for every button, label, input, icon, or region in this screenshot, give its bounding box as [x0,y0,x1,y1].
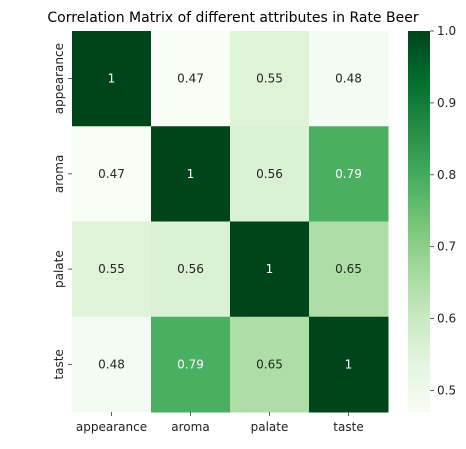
y-tick-label-taste: taste [52,349,66,379]
cell-value-label: 0.48 [335,72,362,86]
colorbar-tick-label: 1.0 [437,24,456,38]
x-tick-label-appearance: appearance [76,420,147,434]
cell-value-label: 1 [345,357,353,371]
colorbar-gradient [408,31,430,412]
heatmap-cell-taste-aroma [151,316,231,413]
cell-value-label: 0.65 [256,357,283,371]
colorbar-ticks: 0.5 0.6 0.7 0.8 0.9 1.0 [430,24,456,397]
cell-value-label: 1 [266,262,274,276]
heatmap-cell-palate-appearance [72,221,152,318]
heatmap-cell-aroma-appearance [72,126,152,222]
heatmap-cell-taste-taste [309,316,389,413]
cell-value-label: 0.79 [177,357,204,371]
heatmap-cell-appearance-taste [309,31,389,127]
heatmap-cell-taste-palate [230,316,310,413]
cell-value-label: 1 [108,72,116,86]
y-tick-label-palate: palate [52,250,66,288]
heatmap-cell-palate-aroma [151,221,231,318]
cell-value-label: 1 [187,167,195,181]
x-tick-label-taste: taste [333,420,363,434]
colorbar: 0.5 0.6 0.7 0.8 0.9 1.0 [408,24,456,412]
heatmap-cell-appearance-palate [230,31,310,127]
y-tick-label-appearance: appearance [52,43,66,114]
heatmap-cell-taste-appearance [72,316,152,413]
heatmap-cell-aroma-aroma [151,126,231,222]
heatmap-cell-appearance-aroma [151,31,231,127]
y-tick-label-aroma: aroma [52,155,66,193]
x-tick-label-aroma: aroma [171,420,209,434]
cell-value-label: 0.56 [256,167,283,181]
x-tick-label-palate: palate [251,420,289,434]
cell-value-label: 0.47 [177,72,204,86]
y-axis: appearance aroma palate taste [52,43,72,380]
heatmap-cell-aroma-palate [230,126,310,222]
colorbar-tick-label: 0.9 [437,96,456,110]
cell-value-label: 0.48 [98,357,125,371]
colorbar-tick-label: 0.6 [437,312,456,326]
heatmap-cell-palate-palate [230,221,310,318]
chart-title: Correlation Matrix of different attribut… [47,10,418,26]
colorbar-tick-label: 0.8 [437,168,456,182]
colorbar-tick-label: 0.7 [437,240,456,254]
cell-value-label: 0.55 [256,72,283,86]
cell-value-label: 0.47 [98,167,125,181]
colorbar-tick-label: 0.5 [437,383,456,397]
cell-value-label: 0.55 [98,262,125,276]
heatmap-cell-appearance-appearance [72,31,152,127]
x-axis: appearance aroma palate taste [76,412,364,434]
cell-value-label: 0.65 [335,262,362,276]
cell-value-label: 0.56 [177,262,204,276]
heatmap-cells: 1 0.47 0.55 0.48 0.47 1 0.56 0.79 0.55 0.56 1 0.65 0… [72,31,389,413]
cell-value-label: 0.79 [335,167,362,181]
heatmap-cell-aroma-taste [309,126,389,222]
heatmap-cell-palate-taste [309,221,389,318]
